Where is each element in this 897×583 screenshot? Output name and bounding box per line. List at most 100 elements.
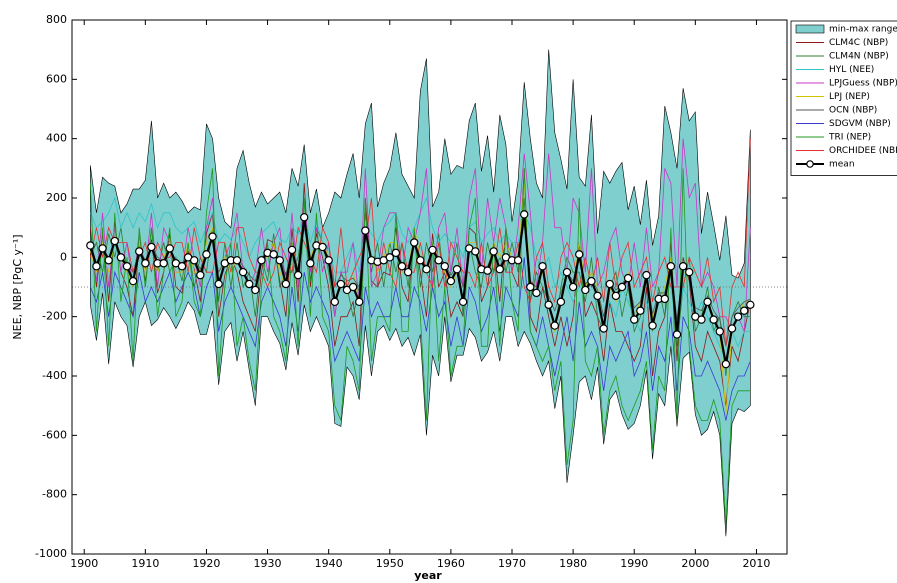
mean-marker xyxy=(489,247,498,256)
mean-marker xyxy=(526,282,535,292)
mean-marker xyxy=(385,253,394,262)
x-tick-label: 1930 xyxy=(254,557,282,570)
min-max-band xyxy=(90,49,751,537)
y-tick-label: 800 xyxy=(46,13,67,26)
plot-area xyxy=(72,49,787,537)
mean-marker xyxy=(721,359,731,369)
mean-marker xyxy=(92,262,101,271)
mean-marker xyxy=(630,315,639,324)
mean-marker xyxy=(202,250,211,259)
mean-marker xyxy=(452,265,462,274)
legend-label: LPJGuess (NBP) xyxy=(829,79,897,89)
mean-marker xyxy=(648,321,657,330)
mean-marker xyxy=(391,248,401,258)
mean-marker xyxy=(611,291,621,301)
mean-marker xyxy=(568,282,578,292)
mean-marker xyxy=(110,236,119,246)
mean-marker xyxy=(128,276,138,286)
mean-marker xyxy=(306,259,315,268)
legend-box xyxy=(790,20,897,176)
mean-marker xyxy=(556,297,566,307)
mean-marker xyxy=(446,276,456,286)
legend-label: SDGVM (NBP) xyxy=(829,119,891,129)
mean-marker xyxy=(397,262,407,271)
x-tick-label: 1900 xyxy=(70,557,98,570)
x-tick-label: 1910 xyxy=(131,557,159,570)
y-tick-label: 400 xyxy=(46,132,67,145)
mean-marker xyxy=(605,279,614,289)
mean-marker xyxy=(251,285,260,295)
mean-marker xyxy=(575,250,584,259)
mean-marker xyxy=(300,213,309,222)
mean-marker xyxy=(440,262,449,271)
mean-marker xyxy=(599,324,608,333)
legend-marker xyxy=(806,160,814,168)
y-tick-label: -1000 xyxy=(35,547,67,560)
legend-label: TRI (NEP) xyxy=(828,133,871,143)
y-tick-label: 0 xyxy=(60,250,67,263)
mean-marker xyxy=(147,242,156,252)
mean-marker xyxy=(293,270,303,280)
x-tick-label: 1980 xyxy=(559,557,587,570)
y-tick-label: 200 xyxy=(46,191,67,204)
mean-marker xyxy=(410,238,419,247)
mean-marker xyxy=(740,306,749,315)
legend-label: ORCHIDEE (NBP) xyxy=(829,146,897,156)
y-tick-label: 600 xyxy=(46,72,67,85)
mean-marker xyxy=(159,259,168,268)
mean-marker xyxy=(86,241,95,250)
y-tick-label: -400 xyxy=(42,369,67,382)
legend: min-max range CLM4C (NBP) CLM4N (NBP) HYL (… xyxy=(790,20,897,176)
x-tick-label: 2000 xyxy=(681,557,709,570)
mean-marker xyxy=(355,297,364,307)
legend-label: CLM4C (NBP) xyxy=(829,38,888,48)
mean-marker xyxy=(581,285,590,295)
mean-marker xyxy=(403,267,413,277)
mean-marker xyxy=(733,312,743,321)
mean-marker xyxy=(245,279,254,289)
mean-marker xyxy=(538,262,547,271)
plot-frame xyxy=(71,19,788,555)
mean-marker xyxy=(214,279,223,289)
mean-marker xyxy=(196,270,205,280)
mean-marker xyxy=(422,265,431,274)
x-axis-label: year xyxy=(414,569,442,582)
mean-marker xyxy=(660,294,669,304)
mean-marker xyxy=(562,267,572,277)
mean-marker xyxy=(587,276,596,286)
mean-marker xyxy=(495,265,504,274)
legend-label: CLM4N (NBP) xyxy=(829,52,889,62)
x-tick-label: 1970 xyxy=(498,557,526,570)
y-tick-label: -600 xyxy=(42,428,67,441)
mean-marker xyxy=(275,256,284,265)
legend-label: LPJ (NEP) xyxy=(829,92,870,102)
mean-marker xyxy=(678,262,688,271)
mean-marker xyxy=(208,232,217,241)
x-tick-label: 2010 xyxy=(742,557,770,570)
mean-marker xyxy=(746,300,755,309)
model-line xyxy=(89,168,751,406)
mean-marker xyxy=(623,273,633,283)
mean-marker xyxy=(672,330,682,339)
model-line xyxy=(89,138,751,347)
mean-marker xyxy=(257,256,266,265)
x-tick-label: 1990 xyxy=(620,557,648,570)
mean-marker xyxy=(642,270,651,280)
mean-marker xyxy=(281,279,291,289)
mean-marker xyxy=(520,210,529,219)
mean-marker xyxy=(471,247,480,256)
mean-marker xyxy=(550,321,559,330)
mean-marker xyxy=(434,256,443,265)
mean-marker xyxy=(703,297,712,307)
mean-marker xyxy=(98,244,107,253)
mean-marker xyxy=(190,256,199,265)
x-tick-label: 1960 xyxy=(437,557,465,570)
mean-marker xyxy=(232,256,242,265)
mean-marker xyxy=(177,262,187,271)
legend-label: HYL (NEE) xyxy=(829,65,874,75)
y-axis-label: NEE, NBP [PgC y⁻¹] xyxy=(11,234,24,339)
mean-marker xyxy=(104,256,113,265)
mean-marker xyxy=(318,242,327,252)
